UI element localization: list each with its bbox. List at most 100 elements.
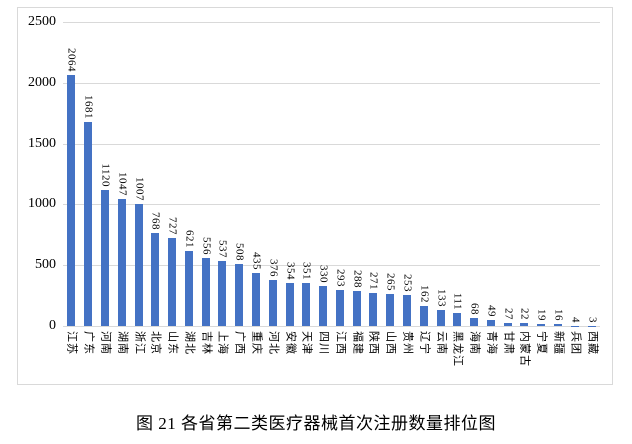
x-axis-category-label: 山东 (166, 331, 179, 355)
bar-slot: 288 福建 (348, 22, 365, 355)
bar (419, 306, 428, 326)
x-axis-category-label: 黑龙江 (451, 331, 464, 367)
bar (436, 309, 445, 326)
x-axis-category-label: 江西 (334, 331, 347, 355)
x-axis-category-label: 海南 (468, 331, 481, 355)
gridline (63, 143, 600, 145)
bar-slot: 376 河北 (264, 22, 281, 355)
bar-value-label: 508 (233, 243, 246, 262)
bar-value-label: 1120 (99, 163, 112, 187)
bar-value-label: 162 (418, 285, 431, 304)
bar-slot: 727 山东 (164, 22, 181, 355)
bar-slot: 556 吉林 (197, 22, 214, 355)
bar (218, 260, 227, 326)
gridline (63, 204, 600, 206)
bar-value-label: 4 (569, 316, 582, 323)
bar-value-label: 253 (401, 274, 414, 293)
y-axis-tick-label: 0 (49, 318, 56, 333)
bar (268, 280, 277, 326)
gridline (63, 82, 600, 84)
bar-slot: 435 重庆 (248, 22, 265, 355)
bar (403, 295, 412, 326)
bar-slot: 2064 江苏 (63, 22, 80, 355)
bar-slot: 1007 浙江 (130, 22, 147, 355)
bar-slot: 133 云南 (432, 22, 449, 355)
gridline (63, 265, 600, 267)
x-axis-category-label: 贵州 (401, 331, 414, 355)
plot-area: 0 500 1000 1500 2000 2500 2064 江苏 1681 广东 1120 河南 10… (18, 8, 612, 384)
bar (453, 312, 462, 326)
x-axis-category-label: 宁夏 (535, 331, 548, 355)
bar-value-label: 768 (149, 211, 162, 230)
x-axis-category-label: 青海 (485, 331, 498, 355)
y-axis-tick-label: 1000 (28, 196, 56, 212)
bar-slot: 768 北京 (147, 22, 164, 355)
bar (134, 203, 143, 326)
bar-value-label: 1007 (133, 176, 146, 201)
x-axis-category-label: 吉林 (200, 331, 213, 355)
y-axis-tick-label: 2500 (28, 14, 56, 29)
x-axis-category-label: 上海 (216, 331, 229, 355)
bar-slot: 3 西藏 (583, 22, 600, 355)
x-axis-category-label: 西藏 (586, 331, 599, 355)
x-axis-category-label: 江苏 (65, 331, 78, 355)
x-axis-category-label: 重庆 (250, 331, 263, 355)
bar (151, 232, 160, 326)
bar-slot: 1681 广东 (80, 22, 97, 355)
bar-slot: 49 青海 (483, 22, 500, 355)
bar-value-label: 537 (216, 239, 229, 258)
bar (201, 258, 210, 326)
x-axis-category-label: 北京 (149, 331, 162, 355)
bar (335, 290, 344, 326)
bar (537, 323, 546, 326)
x-axis-category-label: 湖北 (183, 331, 196, 355)
x-axis-category-label: 兵团 (569, 331, 582, 355)
x-axis-category-label: 河南 (99, 331, 112, 355)
bar-value-label: 133 (435, 288, 448, 307)
bar-value-label: 351 (300, 262, 313, 281)
bar-value-label: 435 (250, 252, 263, 271)
x-axis-category-label: 浙江 (133, 331, 146, 355)
x-axis-category-label: 天津 (300, 331, 313, 355)
bar (84, 121, 93, 326)
bar-value-label: 19 (535, 308, 548, 321)
bar-value-label: 1681 (82, 94, 95, 119)
bar-value-label: 22 (518, 308, 531, 321)
bar-slot: 1120 河南 (97, 22, 114, 355)
x-axis-category-label: 新疆 (552, 331, 565, 355)
figure-caption: 图 21 各省第二类医疗器械首次注册数量排位图 (136, 414, 496, 433)
bar (117, 198, 126, 326)
bar-value-label: 271 (367, 272, 380, 291)
bar (100, 189, 109, 326)
bar-value-label: 354 (284, 261, 297, 280)
bar-slot: 111 黑龙江 (449, 22, 466, 367)
bar (503, 322, 512, 326)
bar-value-label: 293 (334, 269, 347, 288)
bar (470, 317, 479, 326)
bar-value-label: 3 (586, 316, 599, 323)
bar-value-label: 288 (351, 269, 364, 288)
bar (285, 282, 294, 326)
bar (369, 293, 378, 326)
gridline (63, 22, 600, 23)
x-axis-category-label: 山西 (384, 331, 397, 355)
bar-value-label: 621 (183, 229, 196, 248)
bar-value-label: 49 (485, 305, 498, 318)
bar (67, 75, 76, 326)
bar-value-label: 265 (384, 272, 397, 291)
bar-slot: 271 陕西 (365, 22, 382, 355)
y-axis-tick-label: 500 (35, 257, 56, 273)
bar-value-label: 1047 (116, 171, 129, 196)
x-axis-category-label: 河北 (267, 331, 280, 355)
bar-slot: 22 内蒙古 (516, 22, 533, 367)
x-axis-category-label: 广西 (233, 331, 246, 355)
bar-slot: 621 湖北 (180, 22, 197, 356)
bar (554, 324, 563, 326)
x-axis-category-label: 安徽 (284, 331, 297, 355)
bar-value-label: 2064 (65, 48, 78, 73)
bar-value-label: 376 (267, 259, 280, 278)
chart-area: 0 500 1000 1500 2000 2500 2064 江苏 1681 广东 1120 河南 10… (17, 7, 613, 385)
bar-slot: 68 海南 (466, 22, 483, 355)
gridline (63, 326, 600, 327)
bar-value-label: 111 (451, 292, 464, 310)
